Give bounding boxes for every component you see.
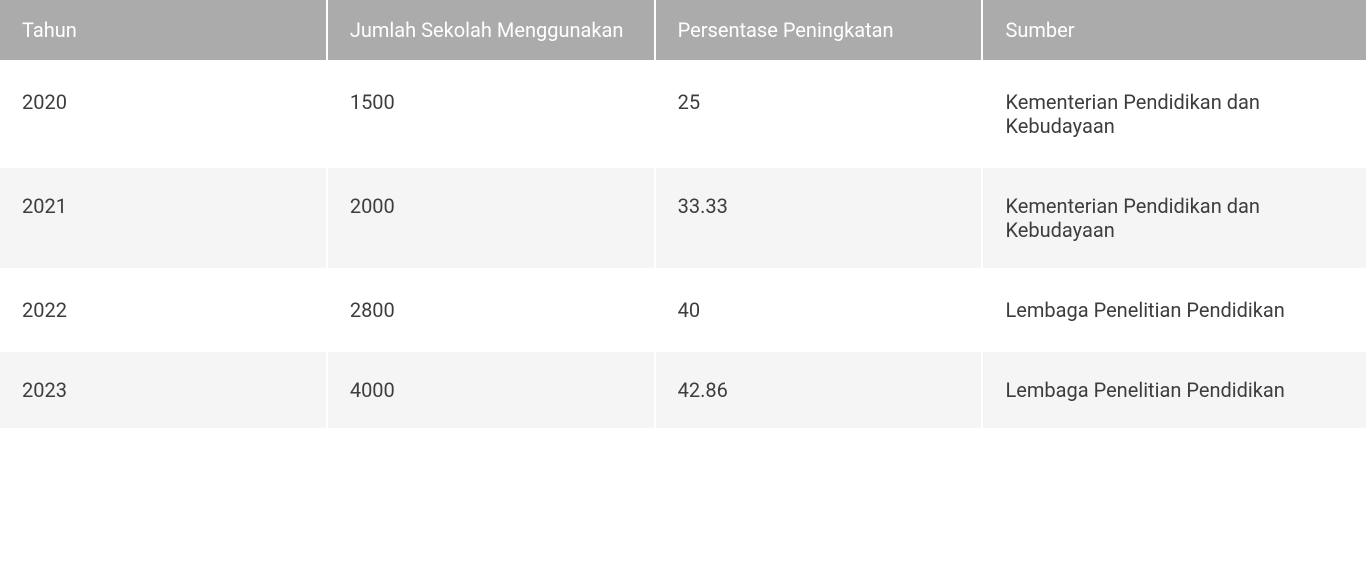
column-header-jumlah: Jumlah Sekolah Meng­gunakan	[328, 0, 656, 60]
cell-persentase: 33.33	[656, 164, 984, 268]
table-body: 2020 1500 25 Kementerian Pendidikan dan …	[0, 60, 1366, 428]
cell-sumber: Lembaga Penelitian Pendidikan	[983, 348, 1366, 428]
cell-persentase: 42.86	[656, 348, 984, 428]
column-header-tahun: Tahun	[0, 0, 328, 60]
cell-jumlah: 4000	[328, 348, 656, 428]
table-header-row: Tahun Jumlah Sekolah Meng­gunakan Persen…	[0, 0, 1366, 60]
cell-persentase: 25	[656, 60, 984, 164]
cell-sumber: Kementerian Pendidikan dan Kebudayaan	[983, 60, 1366, 164]
column-header-persentase: Persentase Peningkatan	[656, 0, 984, 60]
cell-sumber: Lembaga Penelitian Pendidikan	[983, 268, 1366, 348]
cell-jumlah: 2000	[328, 164, 656, 268]
cell-tahun: 2022	[0, 268, 328, 348]
cell-jumlah: 2800	[328, 268, 656, 348]
table-row: 2020 1500 25 Kementerian Pendidikan dan …	[0, 60, 1366, 164]
table-header: Tahun Jumlah Sekolah Meng­gunakan Persen…	[0, 0, 1366, 60]
cell-persentase: 40	[656, 268, 984, 348]
cell-tahun: 2021	[0, 164, 328, 268]
cell-tahun: 2020	[0, 60, 328, 164]
cell-sumber: Kementerian Pendidikan dan Kebudayaan	[983, 164, 1366, 268]
table-row: 2023 4000 42.86 Lembaga Penelitian Pendi…	[0, 348, 1366, 428]
cell-tahun: 2023	[0, 348, 328, 428]
table-row: 2021 2000 33.33 Kementerian Pendidikan d…	[0, 164, 1366, 268]
data-table: Tahun Jumlah Sekolah Meng­gunakan Persen…	[0, 0, 1366, 428]
column-header-sumber: Sumber	[983, 0, 1366, 60]
table-row: 2022 2800 40 Lembaga Penelitian Pendidik…	[0, 268, 1366, 348]
cell-jumlah: 1500	[328, 60, 656, 164]
